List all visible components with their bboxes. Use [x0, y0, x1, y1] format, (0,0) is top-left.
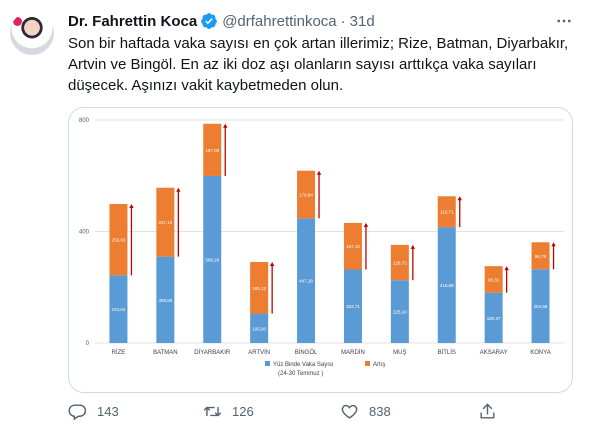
reply-icon	[68, 402, 87, 421]
data-label-base: 264,58	[534, 304, 548, 309]
more-options-icon[interactable]	[553, 10, 575, 32]
increase-arrow-head	[457, 196, 462, 201]
data-label-base: 447,18	[299, 279, 313, 284]
increase-arrow-head	[223, 123, 228, 128]
data-label-base: 309,86	[158, 298, 172, 303]
y-tick-label: 0	[86, 341, 90, 347]
reply-count: 143	[97, 403, 119, 419]
x-tick-label: ARTVİN	[248, 349, 270, 356]
increase-arrow-head	[504, 266, 509, 271]
share-button[interactable]	[478, 402, 497, 421]
retweet-button[interactable]: 126	[203, 402, 254, 421]
increase-arrow-head	[316, 170, 322, 175]
bar-increase	[250, 261, 269, 314]
x-tick-label: BİTLİS	[438, 349, 456, 356]
y-tick-label: 800	[79, 118, 90, 124]
x-tick-label: BİNGÖL	[295, 349, 318, 356]
author-handle[interactable]: @drfahrettinkoca	[222, 12, 337, 30]
increase-arrow-head	[410, 244, 416, 249]
bar-increase	[484, 266, 503, 293]
tweet-text: Son bir haftada vaka sayısı en çok artan…	[68, 35, 569, 94]
data-label-increase: 110,71	[440, 210, 454, 215]
tweet-image-chart[interactable]: 0 400 800 243,04 255,63 RİZE 309,86 247,15 BATMA…	[68, 107, 573, 393]
bar-base	[203, 175, 222, 343]
data-label-increase: 170,84	[299, 193, 313, 198]
data-label-increase: 255,63	[112, 238, 126, 243]
data-label-base: 243,04	[112, 307, 126, 312]
data-label-increase: 167,16	[346, 244, 360, 249]
chart-background	[69, 108, 572, 392]
data-label-increase: 96,78	[535, 254, 547, 259]
data-label-increase: 187,08	[205, 148, 219, 153]
data-label-increase: 185,12	[252, 286, 266, 291]
data-label-base: 263,71	[346, 304, 360, 309]
avatar[interactable]	[10, 11, 54, 55]
bar-base	[531, 269, 550, 343]
data-label-base: 225,24	[393, 310, 407, 315]
like-button[interactable]: 838	[340, 402, 391, 421]
bar-increase	[203, 123, 222, 176]
tweet-header: Dr. Fahrettin Koca @drfahrettinkoca · 31…	[68, 11, 375, 31]
heart-icon	[340, 402, 359, 421]
tweet-timestamp[interactable]: 31d	[349, 12, 375, 30]
increase-arrow-head	[269, 261, 275, 266]
data-label-increase: 95,31	[488, 277, 500, 282]
increase-arrow-head	[129, 203, 134, 208]
x-tick-label: KONYA	[530, 350, 551, 356]
bar-base	[250, 313, 269, 343]
retweet-count: 126	[232, 403, 254, 419]
bar-increase	[156, 187, 175, 257]
x-tick-label: AKSARAY	[480, 350, 508, 356]
bar-base	[437, 227, 456, 343]
data-label-increase: 247,15	[158, 220, 172, 225]
legend-swatch-increase	[365, 361, 370, 366]
bar-increase	[297, 170, 316, 219]
action-bar: 143 126 838	[68, 400, 508, 422]
bar-increase	[390, 244, 409, 281]
bar-base	[156, 256, 175, 343]
bar-base	[484, 292, 503, 343]
bar-chart: 0 400 800 243,04 255,63 RİZE 309,86 247,15 BATMA…	[69, 108, 572, 392]
y-tick-label: 400	[79, 230, 90, 236]
bar-base	[390, 280, 409, 343]
like-count: 838	[369, 403, 391, 419]
data-label-base: 105,60	[252, 326, 266, 331]
bar-base	[343, 269, 362, 343]
x-tick-label: RİZE	[112, 349, 126, 356]
legend-label-period: (24-30 Temmuz )	[278, 371, 323, 377]
author-name[interactable]: Dr. Fahrettin Koca	[68, 12, 198, 30]
legend-swatch-base	[265, 361, 270, 366]
legend-label-increase: Artış	[373, 362, 385, 368]
bar-increase	[531, 242, 550, 270]
reply-button[interactable]: 143	[68, 402, 119, 421]
data-label-increase: 126,72	[393, 261, 407, 266]
bar-increase	[109, 203, 128, 276]
separator-dot: ·	[340, 12, 346, 30]
bar-base	[297, 218, 316, 343]
retweet-icon	[203, 402, 222, 421]
data-label-base: 180,37	[487, 316, 501, 321]
verified-badge-icon	[200, 12, 218, 30]
avatar-badge-icon	[13, 17, 22, 26]
x-tick-label: MUŞ	[393, 350, 406, 356]
bar-increase	[343, 222, 362, 270]
increase-arrow-head	[551, 242, 556, 247]
x-tick-label: MARDİN	[341, 349, 365, 356]
bar-increase	[437, 196, 456, 228]
increase-arrow-head	[363, 222, 369, 227]
increase-arrow-head	[176, 187, 181, 192]
share-icon	[478, 402, 497, 421]
legend-label-base: Yüz Binde Vaka Sayısı	[273, 362, 334, 368]
bar-base	[109, 275, 128, 343]
data-label-base: 599,29	[205, 257, 219, 262]
x-tick-label: DİYARBAKIR	[194, 349, 231, 356]
data-label-base: 415,68	[440, 283, 454, 288]
x-tick-label: BATMAN	[153, 350, 178, 356]
